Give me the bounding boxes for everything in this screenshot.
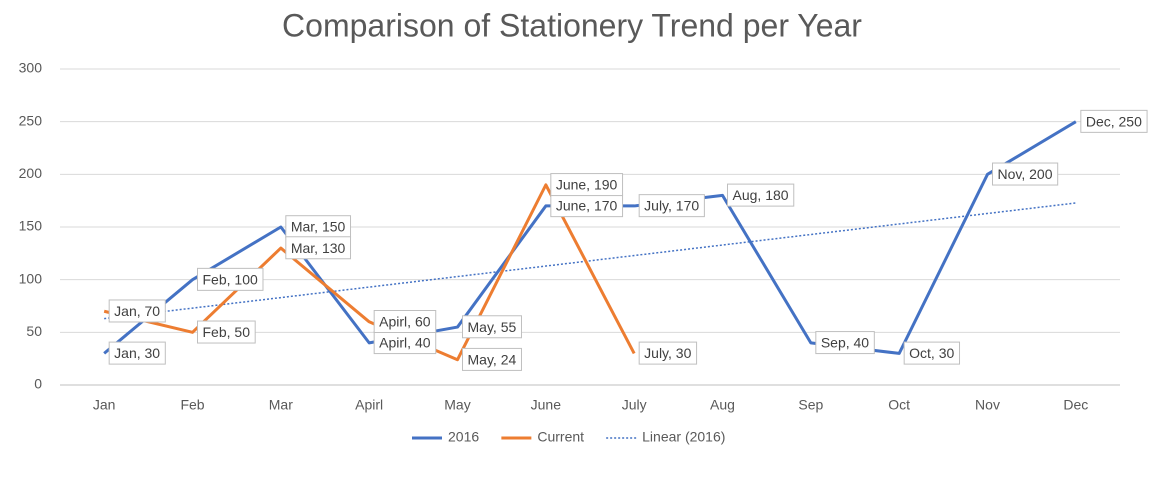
- data-label: Feb, 100: [197, 267, 264, 291]
- data-label-text: Oct, 30: [909, 345, 954, 361]
- y-tick-label: 50: [26, 323, 42, 339]
- x-tick-label: June: [531, 397, 562, 413]
- data-label: Sep, 40: [815, 331, 875, 355]
- legend-label: 2016: [448, 429, 479, 445]
- data-label-box: [727, 183, 795, 207]
- x-tick-label: Feb: [180, 397, 204, 413]
- data-label-box: [197, 267, 264, 291]
- data-label: Mar, 130: [285, 236, 352, 260]
- data-label-text: June, 190: [556, 177, 618, 193]
- data-label-text: Feb, 50: [203, 324, 251, 340]
- data-label-box: [197, 320, 256, 344]
- data-label: Jan, 30: [108, 341, 166, 365]
- data-label-box: [108, 341, 166, 365]
- data-label-text: May, 24: [468, 351, 517, 367]
- data-label: Jan, 70: [108, 299, 166, 323]
- chart-title: Comparison of Stationery Trend per Year: [282, 7, 862, 43]
- x-tick-label: Dec: [1063, 397, 1088, 413]
- x-tick-label: Mar: [269, 397, 293, 413]
- data-label-text: Dec, 250: [1086, 113, 1142, 129]
- line-series: [103, 183, 636, 362]
- x-tick-label: Aug: [710, 397, 735, 413]
- data-label-box: [550, 173, 624, 197]
- data-label-box: [1080, 109, 1148, 133]
- data-label-box: [992, 162, 1059, 186]
- data-label-text: May, 55: [468, 319, 517, 335]
- data-label-text: Sep, 40: [821, 335, 869, 351]
- y-tick-label: 100: [19, 270, 43, 286]
- data-label-text: Jan, 30: [114, 345, 160, 361]
- x-tick-label: Oct: [888, 397, 910, 413]
- line-series: [103, 120, 1077, 355]
- data-label-box: [108, 299, 166, 323]
- x-tick-label: July: [622, 397, 647, 413]
- data-label: Oct, 30: [903, 341, 961, 365]
- data-label-box: [285, 236, 352, 260]
- data-label: Nov, 200: [992, 162, 1059, 186]
- data-label-box: [373, 310, 437, 334]
- y-tick-label: 200: [19, 165, 43, 181]
- trendline: [104, 202, 1076, 320]
- data-label: Apirl, 40: [373, 331, 437, 355]
- data-label: July, 30: [638, 341, 698, 365]
- data-label-box: [638, 341, 698, 365]
- x-tick-label: Apirl: [355, 397, 383, 413]
- data-label: June, 170: [550, 194, 624, 218]
- data-label-box: [462, 315, 522, 339]
- data-label-text: July, 170: [644, 198, 699, 214]
- data-label: Mar, 150: [285, 215, 352, 239]
- data-label: July, 170: [638, 194, 705, 218]
- y-tick-label: 150: [19, 218, 43, 234]
- data-label: Apirl, 60: [373, 310, 437, 334]
- data-label-box: [462, 347, 522, 371]
- data-label-text: Apirl, 60: [379, 314, 431, 330]
- data-label-text: Apirl, 40: [379, 335, 431, 351]
- data-label-text: Feb, 100: [203, 271, 258, 287]
- data-label-box: [903, 341, 961, 365]
- data-label-box: [815, 331, 875, 355]
- data-label-text: Aug, 180: [733, 187, 789, 203]
- data-label: June, 190: [550, 173, 624, 197]
- data-label-box: [638, 194, 705, 218]
- legend-label: Linear (2016): [642, 429, 725, 445]
- y-tick-label: 300: [19, 60, 43, 76]
- data-label: May, 55: [462, 315, 522, 339]
- data-label-text: Nov, 200: [998, 166, 1053, 182]
- data-label: May, 24: [462, 347, 522, 371]
- data-label-text: July, 30: [644, 345, 691, 361]
- y-tick-label: 250: [19, 112, 43, 128]
- data-label: Feb, 50: [197, 320, 256, 344]
- x-tick-label: Nov: [975, 397, 1000, 413]
- x-tick-label: Sep: [798, 397, 823, 413]
- data-label-text: Jan, 70: [114, 303, 160, 319]
- data-label: Aug, 180: [727, 183, 795, 207]
- legend-label: Current: [537, 429, 584, 445]
- data-label-text: June, 170: [556, 198, 618, 214]
- data-label: Dec, 250: [1080, 109, 1148, 133]
- data-label-text: Mar, 130: [291, 240, 346, 256]
- y-tick-label: 0: [34, 376, 42, 392]
- data-label-text: Mar, 150: [291, 219, 346, 235]
- x-tick-label: May: [444, 397, 470, 413]
- x-tick-label: Jan: [93, 397, 116, 413]
